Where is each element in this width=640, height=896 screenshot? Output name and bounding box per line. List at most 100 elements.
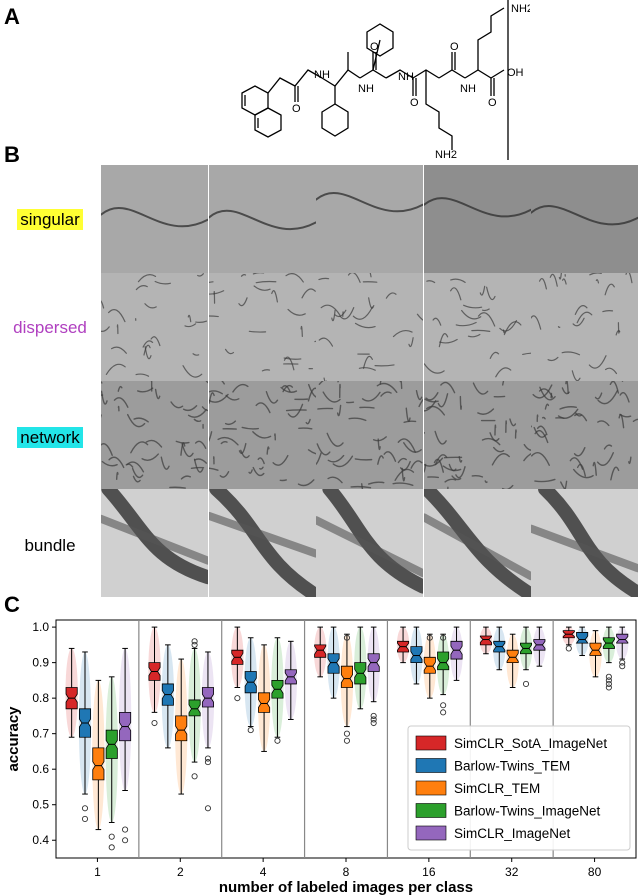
- legend-entry: SimCLR_TEM: [454, 781, 540, 796]
- outlier-point: [605, 680, 612, 687]
- row-label-bundle: bundle: [0, 536, 100, 556]
- legend-box: [407, 725, 631, 851]
- nh2-label-bottom: NH2: [435, 149, 457, 161]
- micrograph-tile-network: [531, 381, 639, 489]
- outlier-point: [565, 645, 572, 652]
- outlier-point: [191, 773, 198, 780]
- oh-label: OH: [507, 67, 524, 79]
- x-axis-label: number of labeled images per class: [219, 879, 473, 896]
- micrograph-tile-bundle: [531, 489, 639, 597]
- box-SimCLR_ImageNet: [201, 687, 214, 708]
- y-tick-label: 0.8: [32, 691, 49, 705]
- outlier-point: [370, 712, 377, 719]
- legend-swatch: [415, 758, 447, 773]
- box-Barlow-Twins_ImageNet: [188, 699, 201, 717]
- micrograph-tile-dispersed: [531, 273, 639, 381]
- box-SimCLR_TEM: [175, 715, 188, 742]
- legend-entry: Barlow-Twins_ImageNet: [454, 804, 601, 819]
- outlier-point: [440, 702, 447, 709]
- panel-a-label: A: [4, 4, 20, 29]
- outlier-point: [151, 719, 158, 727]
- x-tick-label: 16: [422, 865, 436, 879]
- row-label-text: dispersed: [13, 318, 87, 337]
- box-Barlow-Twins_ImageNet: [437, 651, 450, 671]
- outlier-point: [343, 737, 350, 744]
- y-tick-label: 0.7: [32, 727, 49, 741]
- micrograph-tile-bundle: [208, 489, 316, 597]
- micrograph-grid: [101, 165, 639, 597]
- nh-label-1: NH: [314, 69, 330, 81]
- x-tick-label: 2: [177, 865, 184, 879]
- y-tick-label: 0.9: [32, 656, 49, 670]
- outlier-point: [619, 663, 626, 670]
- outlier-point: [204, 755, 211, 762]
- outlier-point: [274, 737, 281, 744]
- box-SimCLR_TEM: [340, 665, 353, 688]
- legend-entry: SimCLR_ImageNet: [454, 826, 571, 841]
- panel-b-label: B: [4, 142, 20, 167]
- outlier-point: [440, 709, 447, 716]
- y-tick-label: 1.0: [32, 620, 49, 634]
- x-tick-label: 32: [505, 865, 519, 879]
- box-SimCLR_ImageNet: [616, 633, 629, 644]
- o-label-1: O: [292, 103, 301, 115]
- outlier-point: [81, 805, 89, 812]
- panel-c-label: C: [4, 592, 20, 617]
- micrograph-tile-singular: [316, 165, 424, 273]
- outlier-point: [522, 680, 530, 687]
- micrograph-tile-dispersed: [208, 273, 316, 381]
- outlier-point: [426, 634, 433, 641]
- outlier-point: [343, 634, 350, 641]
- box-SimCLR_TEM: [589, 642, 602, 656]
- micrograph-tile-bundle: [423, 489, 531, 597]
- outlier-point: [343, 730, 350, 737]
- micrograph-tile-network: [208, 381, 316, 489]
- legend-swatch: [415, 803, 447, 818]
- micrograph-tile-singular: [423, 165, 531, 273]
- row-label-singular: singular: [0, 209, 100, 230]
- outlier-point: [108, 833, 115, 840]
- legend-swatch: [415, 825, 447, 841]
- box-Barlow-Twins_TEM: [575, 632, 589, 644]
- x-tick-label: 80: [588, 865, 602, 879]
- nh-label-4: NH: [460, 83, 476, 95]
- x-tick-label: 4: [260, 865, 267, 879]
- nh-label-3: NH: [398, 71, 414, 83]
- outlier-point: [191, 641, 198, 648]
- outlier-point: [605, 684, 612, 691]
- box-SimCLR_SotA_ImageNet: [314, 644, 327, 658]
- outlier-point: [370, 719, 377, 727]
- box-SimCLR_TEM: [258, 692, 271, 713]
- y-tick-label: 0.6: [32, 762, 49, 776]
- nh-label-2: NH: [358, 83, 374, 95]
- nh2-label-top: NH2: [511, 3, 530, 15]
- micrograph-tile-dispersed: [423, 273, 531, 381]
- outlier-point: [204, 805, 211, 812]
- micrograph-tile-dispersed: [316, 273, 424, 381]
- o-label-3: O: [410, 97, 419, 109]
- row-label-network: network: [0, 427, 100, 448]
- micrograph-tile-network: [316, 381, 424, 489]
- outlier-point: [234, 695, 241, 702]
- micrograph-tile-dispersed: [101, 273, 208, 381]
- outlier-point: [605, 677, 612, 684]
- legend-entry: Barlow-Twins_TEM: [454, 759, 570, 774]
- box-SimCLR_TEM: [92, 747, 105, 781]
- outlier-point: [122, 837, 129, 844]
- row-label-dispersed: dispersed: [0, 318, 100, 338]
- o-label-2: O: [370, 41, 379, 53]
- row-label-text: network: [17, 427, 83, 448]
- micrograph-tile-bundle: [316, 489, 424, 597]
- outlier-point: [204, 759, 211, 766]
- box-Barlow-Twins_TEM: [327, 653, 340, 674]
- y-tick-label: 0.4: [32, 833, 49, 847]
- outlier-point: [108, 844, 115, 851]
- outlier-point: [122, 826, 129, 833]
- micrograph-tile-network: [101, 381, 208, 489]
- legend-swatch: [415, 780, 447, 796]
- micrograph-tile-network: [423, 381, 531, 489]
- outlier-point: [619, 659, 626, 666]
- x-tick-label: 8: [343, 865, 350, 879]
- row-label-text: bundle: [24, 536, 76, 555]
- box-Barlow-Twins_TEM: [410, 646, 423, 664]
